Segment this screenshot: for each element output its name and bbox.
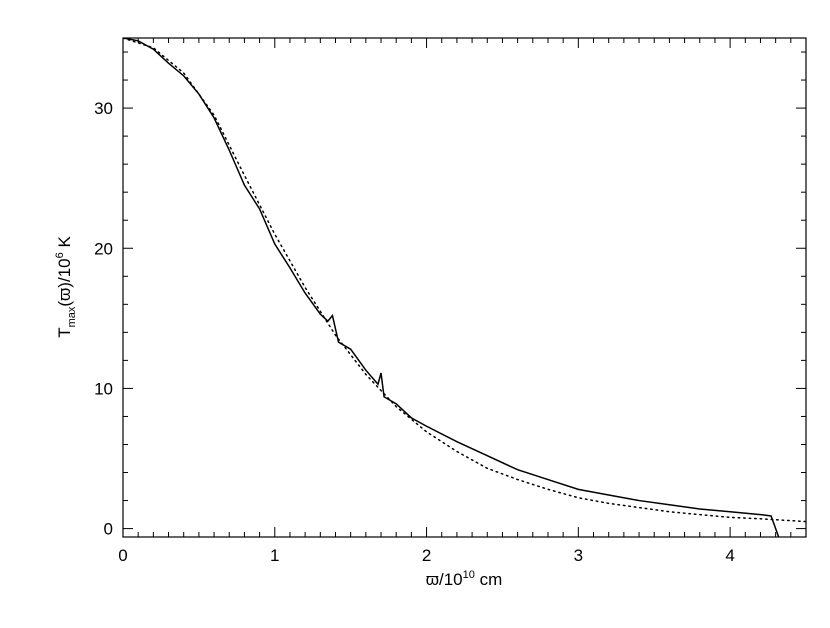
y-tick-label: 0 — [104, 520, 113, 539]
y-label-tail: K — [55, 236, 74, 253]
x-tick-label: 2 — [422, 546, 431, 565]
data-line — [123, 38, 780, 537]
x-tick-label: 0 — [118, 546, 127, 565]
y-label-mid: (ϖ)/10 — [55, 258, 74, 306]
y-label-main: T — [55, 327, 74, 337]
x-tick-label: 4 — [725, 546, 734, 565]
x-label-main: ϖ/10 — [426, 570, 463, 589]
data-line — [123, 38, 806, 523]
x-tick-label: 3 — [574, 546, 583, 565]
y-tick-label: 10 — [94, 379, 113, 398]
x-tick-label: 1 — [270, 546, 279, 565]
y-label-sup: 6 — [54, 252, 66, 258]
y-tick-label: 20 — [94, 239, 113, 258]
plot-frame — [122, 37, 807, 538]
y-axis-label: Tmax(ϖ)/106 K — [54, 236, 78, 338]
y-label-sub: max — [66, 306, 78, 327]
x-label-sup: 10 — [463, 569, 475, 581]
x-label-tail: cm — [475, 570, 502, 589]
y-tick-label: 30 — [94, 99, 113, 118]
x-axis-label: ϖ/1010 cm — [426, 569, 503, 589]
